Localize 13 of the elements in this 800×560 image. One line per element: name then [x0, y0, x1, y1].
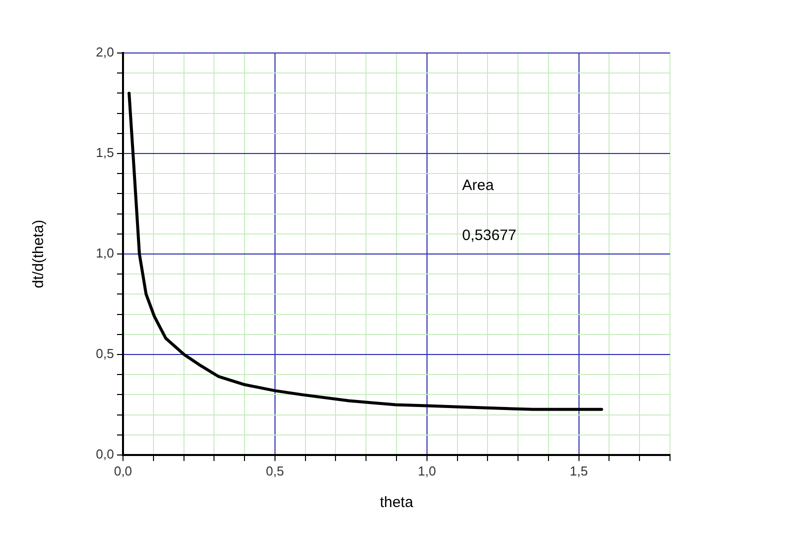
y-tick-label: 1,5 [96, 145, 114, 160]
x-tick-label: 0,5 [266, 463, 284, 478]
y-tick-label: 2,0 [96, 44, 114, 60]
x-tick-label: 0,0 [114, 463, 132, 478]
x-axis-title: theta [380, 494, 414, 512]
x-tick-label: 1,5 [570, 463, 588, 478]
annotation: 0,53677 [462, 227, 516, 244]
x-tick-label: 1,0 [418, 463, 436, 478]
y-tick-label: 0,0 [96, 446, 114, 462]
y-axis-title: dt/d(theta) [30, 220, 48, 288]
annotation: Area [462, 177, 494, 194]
y-tick-label: 0,5 [96, 346, 114, 362]
y-tick-label: 1,0 [96, 246, 114, 261]
